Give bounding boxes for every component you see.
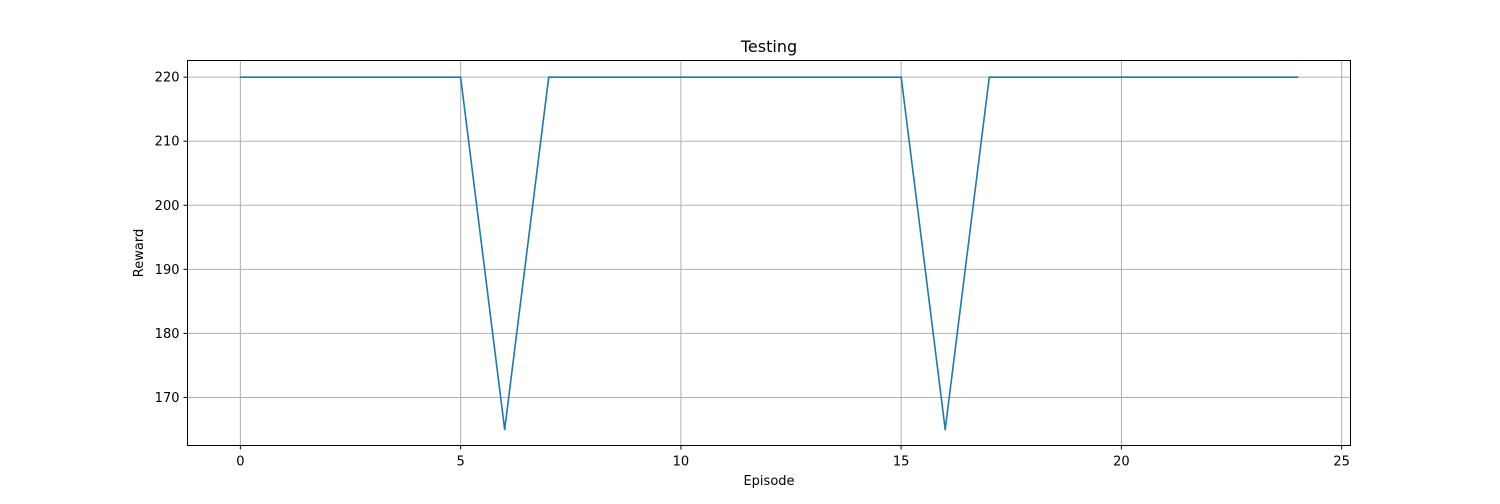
data-point <box>503 428 506 431</box>
y-tick-label: 210 <box>155 135 180 150</box>
x-tick-label: 25 <box>1333 455 1350 470</box>
y-tick-label: 180 <box>155 327 180 342</box>
data-point <box>1032 76 1035 78</box>
data-point <box>856 76 858 78</box>
y-tick-label: 200 <box>155 199 180 214</box>
y-tick-label: 190 <box>155 263 180 278</box>
data-point <box>547 76 550 78</box>
data-point <box>371 76 374 78</box>
data-point <box>900 76 902 78</box>
x-tick-label: 15 <box>893 455 910 470</box>
data-point <box>944 428 947 431</box>
data-point <box>1296 76 1299 78</box>
y-tick-label: 170 <box>155 391 180 406</box>
x-tick-label: 10 <box>673 455 690 470</box>
data-point <box>812 76 814 78</box>
data-point <box>459 76 462 78</box>
data-point <box>1076 76 1079 78</box>
y-axis-label: Reward <box>132 229 147 277</box>
data-point <box>1208 76 1211 78</box>
data-point <box>724 76 726 78</box>
x-tick-label: 0 <box>236 455 244 470</box>
series-line <box>240 76 1298 430</box>
data-point <box>283 76 286 78</box>
data-point <box>636 76 638 78</box>
data-point <box>327 76 330 78</box>
plot-frame <box>187 60 1351 446</box>
data-point <box>768 76 770 78</box>
data-point <box>1164 76 1167 78</box>
series-layer <box>239 76 1299 431</box>
data-point <box>988 76 991 78</box>
x-tick-label: 5 <box>456 455 464 470</box>
x-tick-label: 20 <box>1113 455 1130 470</box>
data-point <box>415 76 418 78</box>
data-point <box>1120 76 1123 78</box>
data-point <box>680 76 682 78</box>
data-point <box>239 76 242 78</box>
data-point <box>1252 76 1255 78</box>
ticks: 0 5 10 15 20 25 170 180 190 200 210 220 <box>155 71 1350 470</box>
data-point <box>591 76 594 78</box>
grid <box>187 60 1351 446</box>
x-axis-label: Episode <box>743 474 794 489</box>
y-tick-label: 220 <box>155 71 180 86</box>
chart-title: Testing <box>740 37 797 56</box>
